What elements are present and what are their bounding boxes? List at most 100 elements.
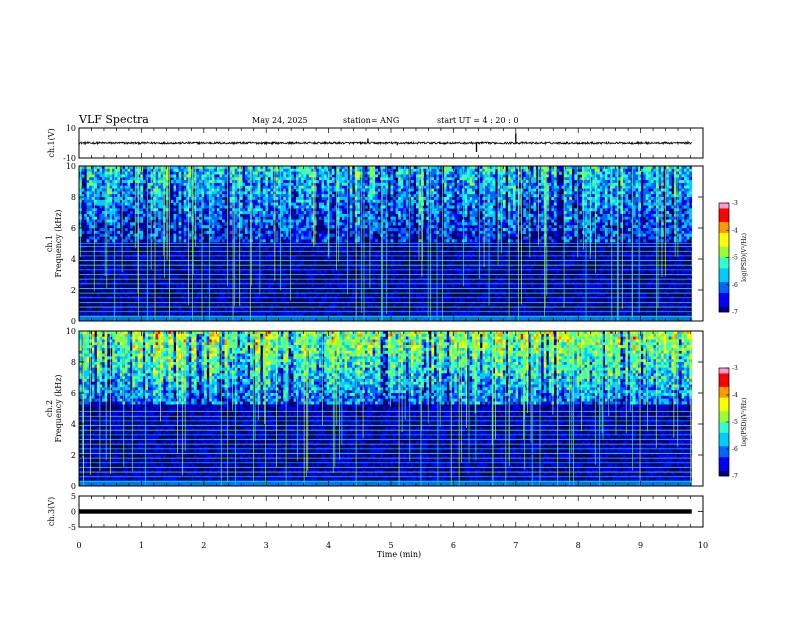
spectrogram-cell	[373, 222, 376, 225]
spectrogram-cell	[153, 217, 156, 220]
spectrogram-cell	[375, 169, 378, 172]
spectrogram-cell	[503, 189, 506, 192]
spectrogram-cell	[270, 180, 273, 183]
spectrogram-cell	[342, 191, 345, 194]
spectrogram-cell	[350, 234, 353, 237]
spectrogram-cell	[370, 174, 373, 177]
spectrogram-cell	[375, 189, 378, 192]
spectrogram-cell	[324, 197, 327, 200]
spectrogram-cell	[324, 220, 327, 223]
spectrogram-cell	[299, 194, 302, 197]
spectrogram-cell	[140, 225, 143, 228]
spectrogram-cell	[255, 239, 258, 242]
spectrogram-cell	[199, 208, 202, 211]
spectrogram-cell	[125, 172, 128, 175]
spectrogram-cell	[207, 270, 210, 273]
spectrogram-cell	[268, 256, 271, 259]
spectrogram-cell	[196, 172, 199, 175]
spectrogram-cell	[196, 191, 199, 194]
spectrogram-cell	[431, 180, 434, 183]
spectrogram-cell	[143, 236, 146, 239]
spectrogram-cell	[214, 169, 217, 172]
spectrogram-cell	[342, 248, 345, 251]
spectrogram-cell	[339, 214, 342, 217]
spectrogram-cell	[406, 290, 409, 293]
spectrogram-cell	[196, 189, 199, 192]
spectrogram-cell	[370, 217, 373, 220]
spectrogram-cell	[304, 169, 307, 172]
spectrogram-cell	[240, 228, 243, 231]
spectrogram-cell	[398, 262, 401, 265]
spectrogram-cell	[204, 172, 207, 175]
spectrogram-cell	[296, 236, 299, 239]
spectrogram-cell	[179, 262, 182, 265]
spectrogram-cell	[117, 169, 120, 172]
spectrogram-cell	[184, 169, 187, 172]
spectrogram-cell	[375, 217, 378, 220]
spectrogram-cell	[357, 239, 360, 242]
spectrogram-cell	[107, 186, 110, 189]
spectrogram-cell	[82, 189, 85, 192]
spectrogram-cell	[475, 172, 478, 175]
spectrogram-cell	[199, 189, 202, 192]
spectrogram-cell	[357, 169, 360, 172]
spectrogram-cell	[304, 177, 307, 180]
spectrogram-cell	[153, 276, 156, 279]
spectrogram-cell	[268, 177, 271, 180]
spectrogram-cell	[286, 205, 289, 208]
spectrogram-cell	[212, 186, 215, 189]
spectrogram-cell	[181, 256, 184, 259]
spectrogram-cell	[235, 169, 238, 172]
spectrogram-cell	[268, 217, 271, 220]
spectrogram-cell	[342, 169, 345, 172]
spectrogram-cell	[431, 211, 434, 214]
spectrogram-cell	[322, 234, 325, 237]
spectrogram-cell	[89, 220, 92, 223]
spectrogram-cell	[447, 194, 450, 197]
spectrogram-cell	[472, 228, 475, 231]
spectrogram-cell	[490, 180, 493, 183]
spectrogram-cell	[485, 200, 488, 203]
spectrogram-cell	[189, 220, 192, 223]
spectrogram-cell	[135, 191, 138, 194]
spectrogram-cell	[128, 205, 131, 208]
spectrogram-cell	[99, 208, 102, 211]
spectrogram-cell	[398, 177, 401, 180]
spectrogram-cell	[270, 290, 273, 293]
spectrogram-cell	[398, 220, 401, 223]
spectrogram-cell	[265, 225, 268, 228]
spectrogram-cell	[360, 234, 363, 237]
spectrogram-cell	[457, 228, 460, 231]
spectrogram-cell	[87, 208, 90, 211]
spectrogram-cell	[242, 298, 245, 301]
spectrogram-cell	[255, 234, 258, 237]
spectrogram-cell	[99, 200, 102, 203]
spectrogram-cell	[431, 191, 434, 194]
spectrogram-cell	[212, 284, 215, 287]
spectrogram-cell	[457, 234, 460, 237]
spectrogram-cell	[235, 239, 238, 242]
spectrogram-cell	[485, 236, 488, 239]
spectrogram-cell	[299, 177, 302, 180]
spectrogram-cell	[219, 186, 222, 189]
spectrogram-cell	[411, 197, 414, 200]
spectrogram-cell	[166, 282, 169, 285]
spectrogram-cell	[339, 197, 342, 200]
spectrogram-cell	[452, 217, 455, 220]
spectrogram-cell	[296, 203, 299, 206]
spectrogram-cell	[276, 177, 279, 180]
spectrogram-cell	[217, 197, 220, 200]
spectrogram-cell	[222, 214, 225, 217]
spectrogram-cell	[281, 194, 284, 197]
spectrogram-cell	[153, 172, 156, 175]
spectrogram-cell	[503, 217, 506, 220]
spectrogram-cell	[145, 211, 148, 214]
spectrogram-cell	[117, 211, 120, 214]
spectrogram-cell	[296, 231, 299, 234]
spectrogram-cell	[84, 276, 87, 279]
spectrogram-cell	[115, 180, 118, 183]
spectrogram-cell	[255, 191, 258, 194]
spectrogram-cell	[465, 177, 468, 180]
spectrogram-cell	[429, 189, 432, 192]
spectrogram-cell	[495, 208, 498, 211]
